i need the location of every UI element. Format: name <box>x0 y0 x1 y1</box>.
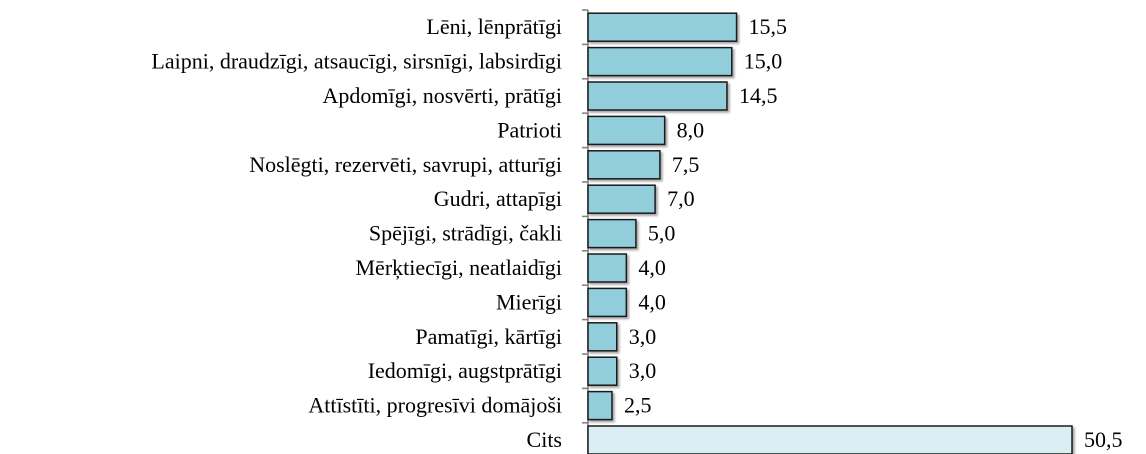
bar <box>587 253 628 283</box>
bar <box>587 184 656 214</box>
value-label: 15,0 <box>744 49 783 74</box>
value-label: 50,5 <box>1084 427 1123 452</box>
bar <box>587 81 728 111</box>
value-label: 14,5 <box>739 83 778 108</box>
bar <box>587 425 1073 454</box>
y-tick-label: Attīstīti, progresīvi domājoši <box>308 393 562 418</box>
bar <box>587 356 618 386</box>
value-label: 4,0 <box>638 289 666 314</box>
bar <box>587 287 628 318</box>
bar <box>587 46 733 77</box>
y-tick-label: Iedomīgi, augstprātīgi <box>368 358 562 383</box>
bar <box>587 12 738 42</box>
bar <box>587 150 661 180</box>
y-tick-label: Mierīgi <box>496 289 562 314</box>
value-label: 5,0 <box>648 221 676 246</box>
y-tick-label: Pamatīgi, kārtīgi <box>415 324 562 349</box>
bar <box>587 218 637 249</box>
y-tick-label: Spējīgi, strādīgi, čakli <box>369 221 562 246</box>
y-tick-label: Apdomīgi, nosvērti, prātīgi <box>322 83 562 108</box>
value-label: 4,0 <box>638 255 666 280</box>
value-label: 8,0 <box>677 117 705 142</box>
y-tick-label: Noslēgti, rezervēti, savrupi, atturīgi <box>249 152 562 177</box>
y-tick-label: Lēni, lēnprātīgi <box>426 14 562 39</box>
value-label: 7,0 <box>667 186 695 211</box>
bar <box>587 115 666 146</box>
y-tick-label: Mērķtiecīgi, neatlaidīgi <box>356 255 563 280</box>
y-tick-label: Laipni, draudzīgi, atsaucīgi, sirsnīgi, … <box>151 49 562 74</box>
bar <box>587 390 613 421</box>
value-label: 2,5 <box>624 393 652 418</box>
value-label: 3,0 <box>629 358 657 383</box>
y-tick-label: Patrioti <box>497 117 562 142</box>
value-label: 3,0 <box>629 324 657 349</box>
value-label: 15,5 <box>749 14 788 39</box>
y-tick-label: Cits <box>527 427 562 452</box>
value-label: 7,5 <box>672 152 700 177</box>
y-tick-label: Gudri, attapīgi <box>434 186 562 211</box>
bar <box>587 322 618 352</box>
